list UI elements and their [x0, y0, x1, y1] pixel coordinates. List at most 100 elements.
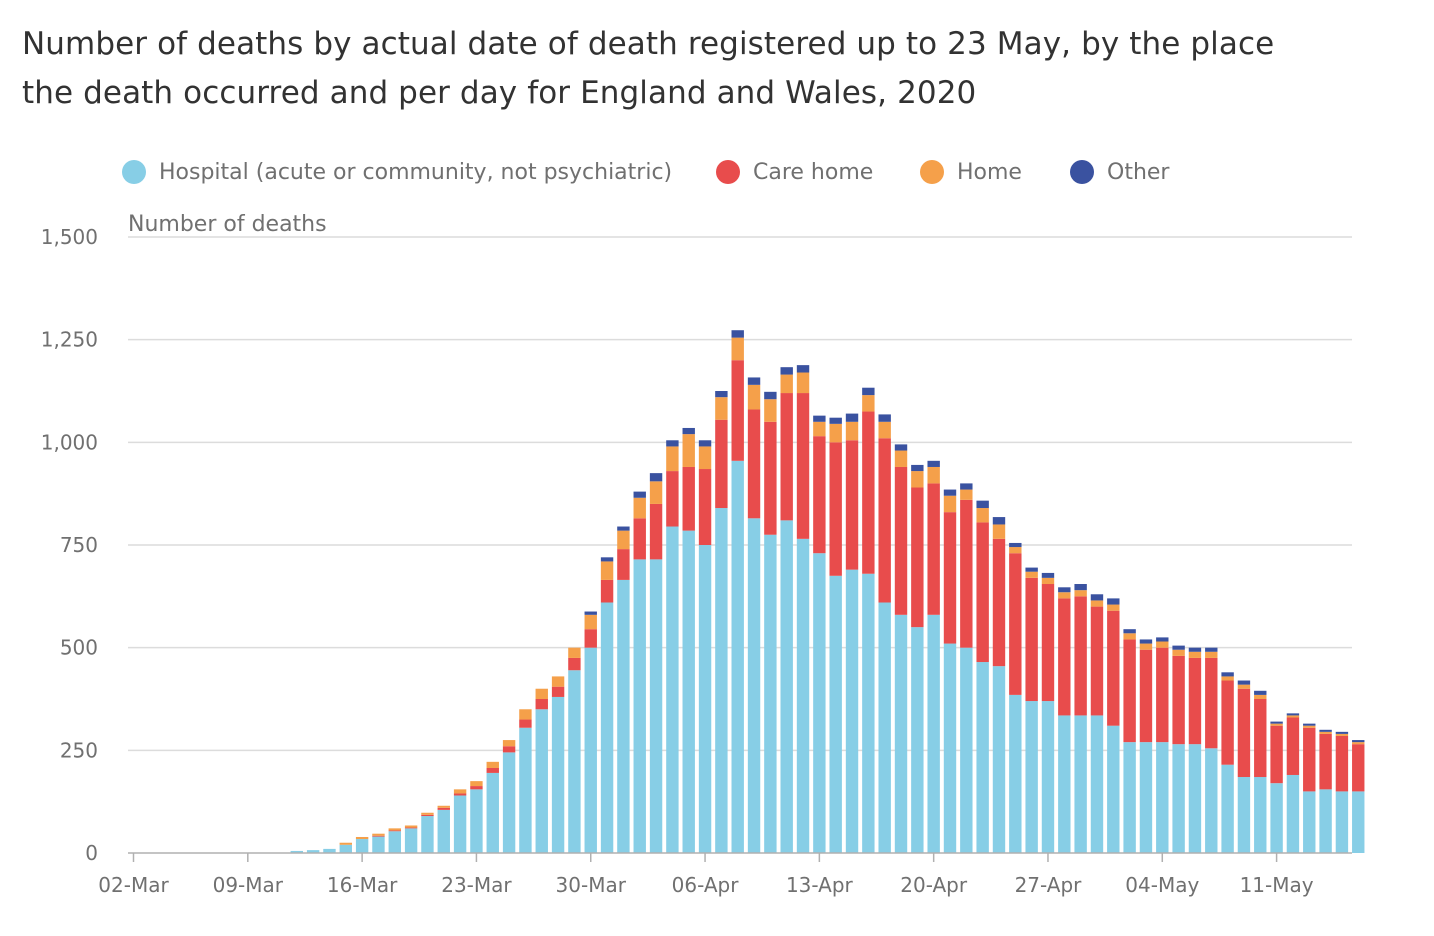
bar-stack — [927, 460, 940, 853]
bar-segment — [584, 614, 597, 630]
bar-segment — [747, 377, 761, 385]
bar-stack — [306, 850, 320, 853]
bar-stack — [551, 676, 565, 853]
bar-stack — [323, 848, 336, 853]
bar-segment — [1074, 584, 1087, 591]
bar-segment — [731, 360, 744, 461]
bar-segment — [764, 391, 777, 400]
bar-segment — [617, 549, 630, 580]
bar-stack — [1025, 567, 1038, 853]
bar-segment — [1009, 553, 1022, 695]
bar-segment — [1123, 629, 1136, 634]
bar-segment — [927, 614, 940, 853]
bar-stack — [1123, 629, 1136, 853]
bar-stack — [764, 391, 777, 853]
bar-stack — [339, 842, 352, 853]
bar-segment — [731, 330, 744, 338]
bar-segment — [1221, 764, 1234, 853]
bar-segment — [911, 464, 924, 472]
bar-segment — [1270, 723, 1283, 726]
bar-segment — [502, 746, 516, 753]
bar-segment — [617, 530, 630, 550]
y-tick-label: 0 — [85, 841, 98, 865]
bar-stack — [1352, 740, 1365, 853]
bar-segment — [1172, 645, 1185, 650]
x-tick-label: 23-Mar — [441, 873, 512, 897]
bar-segment — [1058, 592, 1071, 599]
bar-segment — [943, 495, 957, 513]
bar-segment — [568, 647, 581, 658]
bar-segment — [535, 688, 548, 699]
bar-segment — [372, 833, 385, 836]
bar-segment — [1319, 733, 1332, 790]
bar-segment — [568, 670, 581, 853]
bar-segment — [486, 761, 499, 768]
bar-stack — [502, 740, 516, 853]
bar-segment — [1303, 725, 1316, 728]
bar-segment — [1107, 604, 1120, 611]
bar-segment — [1205, 651, 1218, 658]
bar-stack — [715, 391, 728, 853]
bar-segment — [437, 805, 450, 808]
bar-segment — [355, 839, 369, 853]
bar-segment — [1352, 742, 1365, 745]
bar-segment — [992, 666, 1006, 853]
bar-stack — [747, 377, 761, 853]
bar-segment — [519, 719, 532, 728]
bar-segment — [568, 657, 581, 671]
bar-segment — [551, 686, 565, 697]
bar-segment — [1254, 694, 1267, 699]
bar-segment — [796, 365, 810, 373]
bar-segment — [976, 508, 989, 523]
bar-segment — [633, 491, 646, 498]
bar-segment — [845, 413, 859, 422]
bar-segment — [1058, 715, 1071, 853]
bar-segment — [1139, 639, 1153, 644]
bar-segment — [862, 573, 875, 853]
bar-segment — [911, 627, 924, 853]
bar-segment — [437, 807, 450, 810]
bar-segment — [960, 489, 973, 500]
bar-segment — [1335, 735, 1349, 792]
legend-swatch-care-home — [716, 160, 740, 184]
bar-segment — [796, 372, 810, 394]
bar-segment — [747, 518, 761, 853]
bar-segment — [486, 767, 499, 773]
bar-segment — [1107, 598, 1120, 605]
bar-segment — [600, 557, 614, 562]
bar-stack — [666, 440, 679, 853]
bar-stack — [1286, 713, 1300, 853]
bar-segment — [845, 421, 859, 441]
bar-segment — [780, 393, 793, 521]
bar-segment — [1025, 567, 1038, 572]
bar-stack — [1188, 647, 1202, 853]
bar-segment — [878, 421, 891, 439]
bar-segment — [1041, 572, 1055, 578]
bar-segment — [1205, 748, 1218, 853]
bar-segment — [1123, 742, 1136, 853]
x-tick-label: 20-Apr — [900, 873, 968, 897]
bar-segment — [1286, 774, 1300, 853]
x-tick-label: 11-May — [1240, 873, 1314, 897]
bar-segment — [698, 440, 712, 447]
y-tick-label: 1,250 — [41, 328, 98, 352]
bar-segment — [1090, 594, 1104, 601]
bar-segment — [355, 836, 369, 840]
bar-segment — [1025, 577, 1038, 702]
y-tick-label: 1,500 — [41, 225, 98, 249]
bar-segment — [862, 387, 875, 396]
bar-segment — [1074, 590, 1087, 597]
bar-segment — [453, 789, 467, 794]
legend-swatch-hospital — [122, 160, 146, 184]
bar-stack — [960, 483, 973, 853]
bar-segment — [1156, 641, 1169, 648]
bar-segment — [731, 460, 744, 853]
bar-segment — [404, 825, 418, 828]
bar-segment — [862, 395, 875, 412]
bar-stack — [1074, 584, 1087, 853]
bar-stack — [1335, 731, 1349, 853]
bar-segment — [682, 530, 695, 853]
bar-segment — [600, 602, 614, 853]
bar-stack — [992, 517, 1006, 853]
bar-stack — [617, 526, 630, 853]
